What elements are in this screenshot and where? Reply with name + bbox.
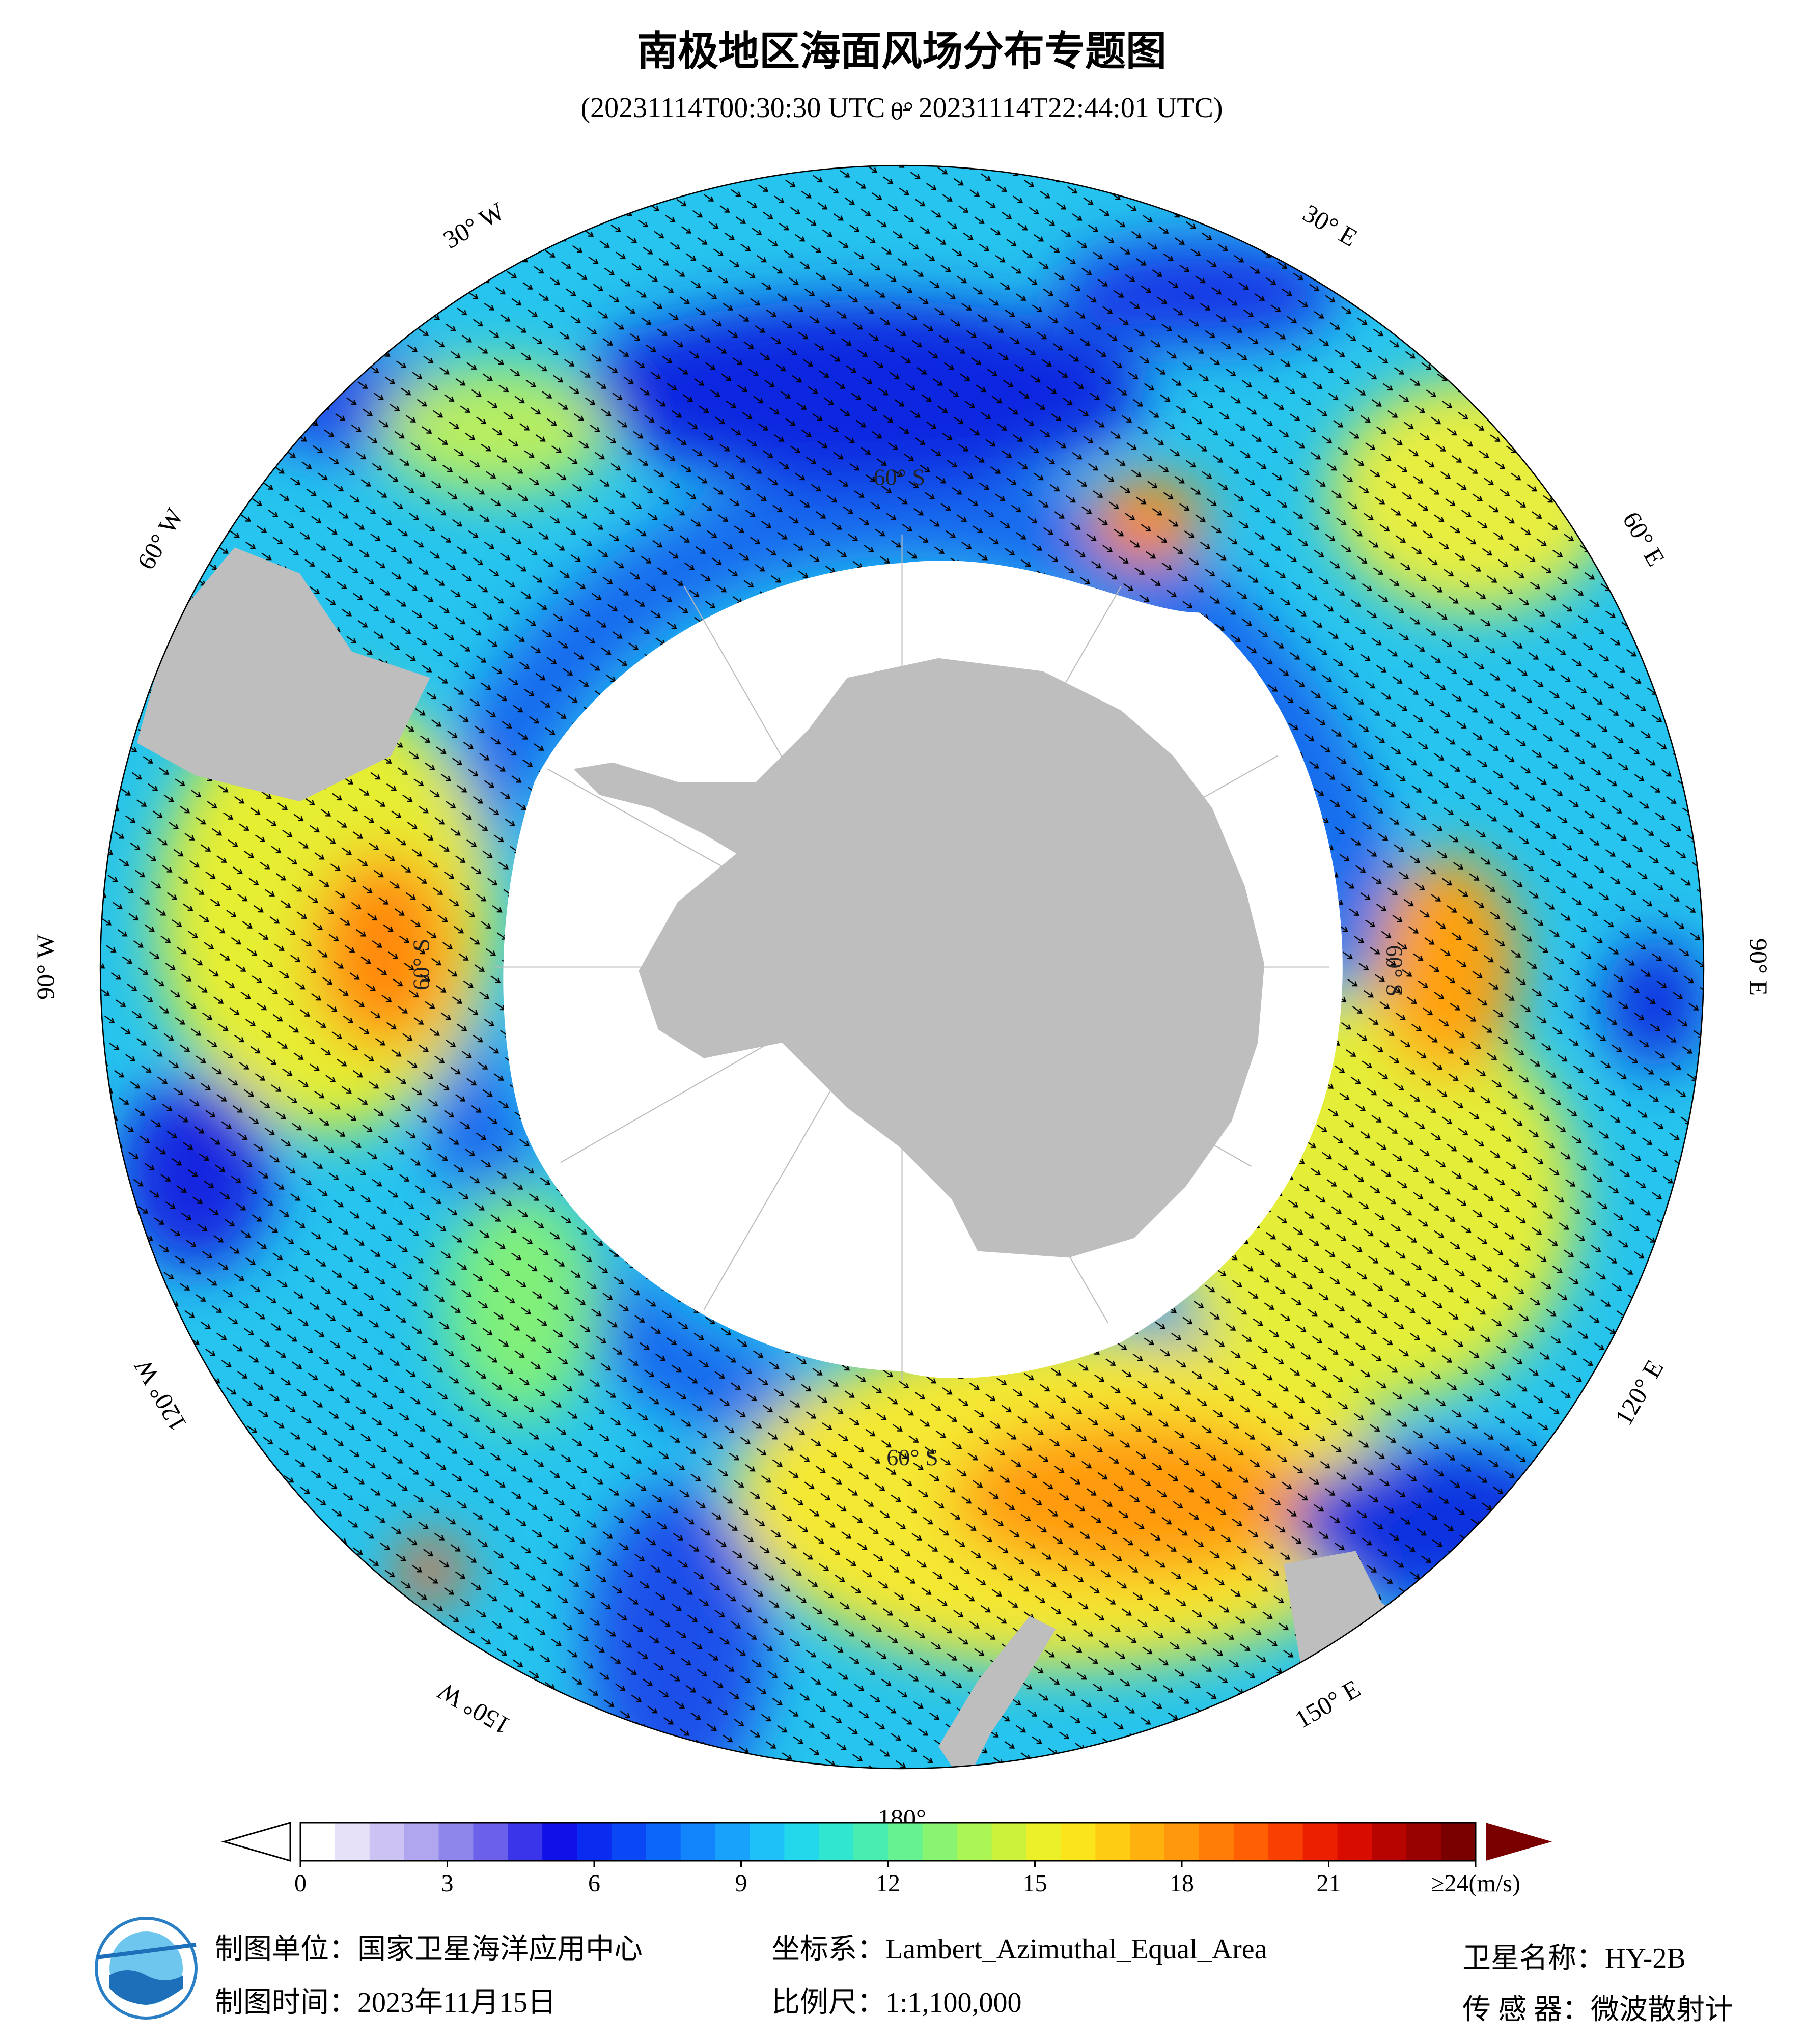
longitude-label: 150° E <box>1290 1674 1365 1734</box>
colorbar-segment <box>1302 1823 1338 1861</box>
colorbar-segment <box>577 1823 612 1861</box>
latitude-labels: 60° S 60° S 60° S 60° S <box>408 464 1408 1470</box>
land-new-zealand <box>938 1616 1056 1769</box>
colorbar-segment <box>611 1823 647 1861</box>
antarctica <box>573 658 1265 1258</box>
colorbar-segment <box>853 1823 889 1861</box>
longitude-label: 120° E <box>1609 1355 1669 1430</box>
colorbar-segment <box>957 1823 992 1861</box>
colorbar-segment <box>1130 1823 1165 1861</box>
latitude-label: 60° S <box>886 1444 938 1470</box>
longitude-label: 90° E <box>1744 938 1773 996</box>
map-scale: 比例尺：1:1,100,000 <box>771 1987 1022 2019</box>
longitude-label: 150° W <box>432 1676 515 1741</box>
producer: 制图单位：国家卫星海洋应用中心 <box>215 1934 643 1965</box>
colorbar-segment <box>1095 1823 1130 1861</box>
crs: 坐标系：Lambert_Azimuthal_Equal_Area <box>771 1934 1267 1965</box>
sensor: 传 感 器：微波散射计 <box>1462 1994 1733 2026</box>
colorbar: 0 3 6 9 12 15 18 21 ≥24(m/s) <box>221 1822 1552 1897</box>
colorbar-segment <box>1061 1823 1096 1861</box>
colorbar-tick-label: 3 <box>441 1870 454 1897</box>
colorbar-segment <box>300 1823 336 1861</box>
colorbar-tick-label: 18 <box>1170 1870 1194 1897</box>
map-border <box>99 164 1705 1770</box>
colorbar-segment <box>1233 1823 1269 1861</box>
colorbar-segment <box>819 1823 854 1861</box>
colorbar-tick-label: ≥24(m/s) <box>1431 1870 1520 1897</box>
colorbar-segment <box>1337 1823 1372 1861</box>
land-south-america <box>136 547 430 802</box>
map-subtitle: (20231114T00:30:30 UTC -- 20231114T22:44… <box>581 92 1223 124</box>
map-date: 制图时间：2023年11月15日 <box>215 1987 556 2019</box>
colorbar-segment <box>888 1823 923 1861</box>
colorbar-tick-label: 6 <box>588 1870 600 1897</box>
colorbar-segment <box>473 1823 508 1861</box>
longitude-label: 30° E <box>1298 199 1363 252</box>
longitude-label: 120° W <box>128 1354 192 1436</box>
colorbar-segment <box>1372 1823 1407 1861</box>
colorbar-segment <box>369 1823 405 1861</box>
latitude-label: 60° S <box>874 464 925 490</box>
colorbar-segment <box>542 1823 577 1861</box>
colorbar-tick-label: 21 <box>1317 1870 1341 1897</box>
colorbar-segment <box>1199 1823 1234 1861</box>
colorbar-tick-label: 9 <box>735 1870 747 1897</box>
colorbar-segment <box>508 1823 543 1861</box>
colorbar-segment <box>1164 1823 1200 1861</box>
colorbar-segment <box>1268 1823 1303 1861</box>
longitude-label: 60° W <box>131 503 189 574</box>
longitude-label: 0° <box>891 96 913 125</box>
colorbar-under <box>221 1822 291 1862</box>
colorbar-segment <box>1406 1823 1441 1861</box>
logo <box>95 1917 198 2020</box>
latitude-label: 60° S <box>408 939 434 990</box>
map <box>99 164 1705 1770</box>
colorbar-segment <box>1026 1823 1061 1861</box>
colorbar-segment <box>991 1823 1027 1861</box>
satellite: 卫星名称：HY-2B <box>1462 1943 1686 1974</box>
colorbar-segment <box>750 1823 785 1861</box>
colorbar-tick-label: 15 <box>1023 1870 1047 1897</box>
longitude-label: 60° E <box>1617 507 1671 571</box>
colorbar-segment <box>438 1823 474 1861</box>
latitude-label: 60° S <box>1382 945 1408 996</box>
colorbar-segment <box>1441 1823 1476 1861</box>
colorbar-tick-label: 0 <box>294 1870 307 1897</box>
colorbar-over <box>1486 1823 1552 1861</box>
colorbar-segment <box>922 1823 958 1861</box>
colorbar-segment <box>646 1823 681 1861</box>
colorbar-segment <box>335 1823 370 1861</box>
longitude-label: 90° W <box>31 934 60 1000</box>
colorbar-tick-label: 12 <box>876 1870 900 1897</box>
colorbar-segment <box>404 1823 439 1861</box>
longitude-label: 30° W <box>438 197 510 254</box>
colorbar-segment <box>680 1823 716 1861</box>
colorbar-segment <box>715 1823 750 1861</box>
colorbar-segment <box>784 1823 819 1861</box>
map-title: 南极地区海面风场分布专题图 <box>637 27 1167 75</box>
